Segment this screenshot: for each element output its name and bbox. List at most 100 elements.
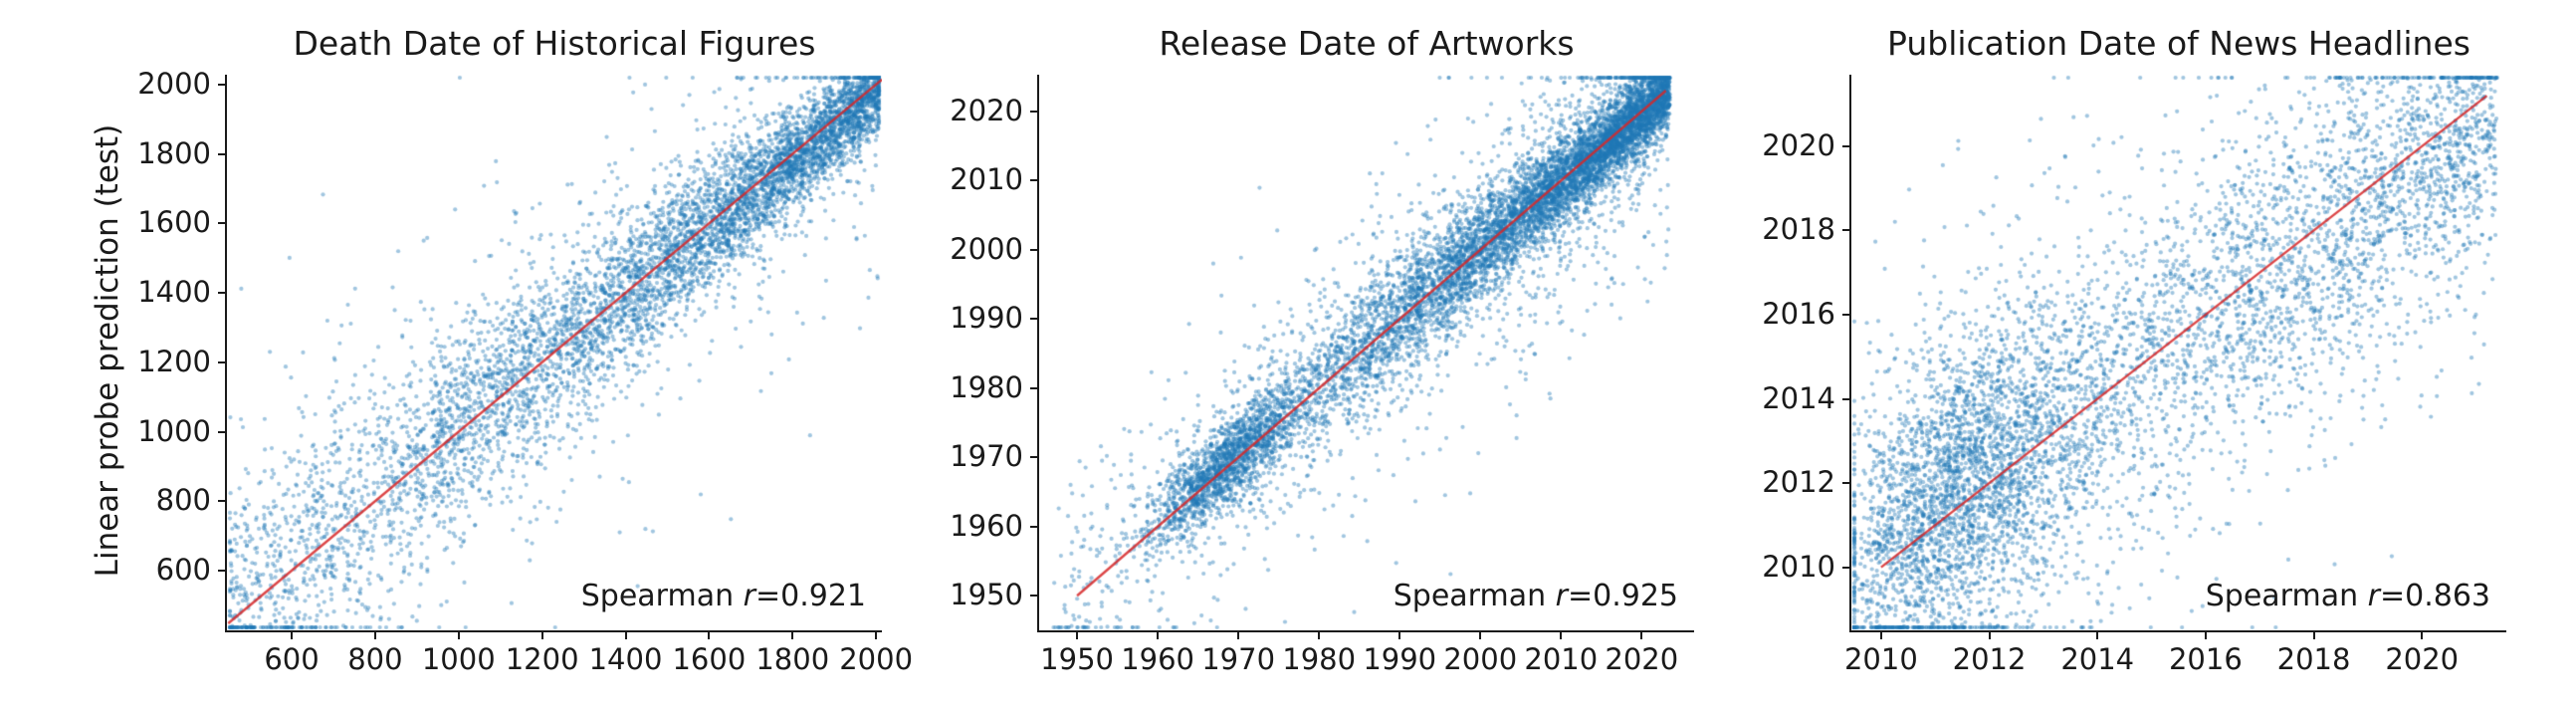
spearman-annotation: Spearman r=0.925	[1394, 579, 1678, 614]
x-tick-label: 2020	[1605, 642, 1679, 676]
y-tick-label: 2018	[1762, 212, 1835, 247]
x-tick-label: 2010	[1843, 642, 1918, 676]
y-tick-label: 2000	[137, 66, 211, 101]
x-tick-mark	[2096, 630, 2099, 639]
annotation-prefix: Spearman	[580, 579, 744, 613]
y-tick-label: 2020	[1762, 127, 1835, 162]
x-tick-label: 2010	[1524, 642, 1599, 676]
y-tick-mark	[218, 500, 227, 503]
y-tick-mark	[1030, 386, 1039, 389]
y-tick-label: 1960	[950, 508, 1023, 543]
chart-panel-death-dates: Death Date of Historical Figures Spearma…	[137, 0, 913, 717]
y-tick-label: 1200	[137, 344, 211, 378]
x-tick-mark	[1879, 630, 1882, 639]
y-tick-mark	[218, 83, 227, 86]
x-tick-mark	[708, 630, 711, 639]
y-tick-label: 2014	[1762, 380, 1835, 415]
y-tick-mark	[1842, 566, 1851, 569]
x-tick-label: 2020	[2385, 642, 2460, 676]
x-tick-label: 1200	[505, 642, 579, 676]
x-tick-mark	[1157, 630, 1160, 639]
y-tick-mark	[1030, 456, 1039, 459]
x-tick-label: 2000	[1443, 642, 1518, 676]
y-tick-mark	[218, 430, 227, 433]
x-tick-label: 600	[264, 642, 320, 676]
x-tick-label: 1400	[588, 642, 663, 676]
y-tick-label: 2010	[1762, 549, 1835, 584]
y-tick-label: 2010	[950, 162, 1023, 197]
x-tick-label: 1800	[755, 642, 830, 676]
annotation-value: =0.921	[754, 579, 866, 613]
y-tick-mark	[1842, 313, 1851, 316]
y-tick-mark	[218, 570, 227, 572]
x-tick-mark	[791, 630, 794, 639]
y-tick-label: 600	[155, 553, 211, 588]
x-tick-mark	[457, 630, 460, 639]
x-tick-mark	[1560, 630, 1563, 639]
chart-title: Death Date of Historical Figures	[293, 24, 816, 63]
chart-panel-artworks: Release Date of Artworks Spearman r=0.92…	[950, 0, 1696, 717]
chart-panel-news-headlines: Publication Date of News Headlines Spear…	[1762, 0, 2508, 717]
y-tick-label: 2000	[950, 231, 1023, 266]
y-tick-label: 1400	[137, 275, 211, 310]
x-tick-label: 2012	[1952, 642, 2027, 676]
x-tick-label: 1960	[1121, 642, 1195, 676]
y-tick-mark	[218, 222, 227, 225]
y-tick-mark	[1030, 318, 1039, 321]
y-tick-mark	[218, 292, 227, 294]
y-tick-mark	[1030, 525, 1039, 528]
x-tick-mark	[540, 630, 543, 639]
chart-title: Publication Date of News Headlines	[1887, 24, 2470, 63]
y-tick-label: 2012	[1762, 465, 1835, 500]
scatter-canvas	[1039, 75, 1694, 630]
x-tick-label: 1600	[672, 642, 747, 676]
x-tick-mark	[1237, 630, 1240, 639]
chart-title: Release Date of Artworks	[1159, 24, 1575, 63]
axes: Spearman r=0.921 600 800 1000 1200 1400 1600 1…	[137, 68, 913, 675]
x-tick-mark	[1318, 630, 1321, 639]
spearman-annotation: Spearman r=0.921	[581, 579, 866, 614]
x-tick-label: 1990	[1363, 642, 1437, 676]
annotation-value: =0.925	[1567, 579, 1678, 613]
scatter-canvas	[227, 75, 882, 630]
x-tick-mark	[1640, 630, 1643, 639]
y-tick-mark	[1030, 595, 1039, 598]
annotation-prefix: Spearman	[2205, 579, 2368, 613]
annotation-symbol: r	[1555, 579, 1568, 613]
annotation-symbol: r	[743, 579, 755, 613]
y-tick-label: 1970	[950, 439, 1023, 474]
x-tick-label: 2018	[2276, 642, 2351, 676]
y-tick-mark	[1842, 482, 1851, 485]
x-tick-mark	[1988, 630, 1991, 639]
y-tick-mark	[1030, 110, 1039, 113]
axes: Spearman r=0.863 2010 2012 2014 2016 2018 202…	[1762, 75, 2506, 675]
y-tick-mark	[1842, 229, 1851, 232]
x-tick-mark	[624, 630, 627, 639]
y-tick-label: 1990	[950, 301, 1023, 336]
y-tick-label: 1980	[950, 369, 1023, 404]
x-tick-label: 1950	[1040, 642, 1114, 676]
x-tick-mark	[2421, 630, 2424, 639]
x-tick-mark	[373, 630, 376, 639]
x-tick-label: 2000	[839, 642, 914, 676]
annotation-symbol: r	[2367, 579, 2380, 613]
x-tick-label: 1000	[421, 642, 496, 676]
spearman-annotation: Spearman r=0.863	[2206, 579, 2490, 614]
scatter-canvas	[1851, 75, 2506, 630]
x-tick-mark	[1479, 630, 1482, 639]
y-tick-label: 1600	[137, 205, 211, 240]
y-tick-mark	[1842, 397, 1851, 400]
x-tick-mark	[291, 630, 293, 639]
x-tick-label: 800	[347, 642, 403, 676]
y-tick-mark	[1842, 144, 1851, 147]
y-tick-label: 2020	[950, 93, 1023, 127]
y-tick-label: 2016	[1762, 297, 1835, 332]
x-tick-label: 2016	[2168, 642, 2243, 676]
y-axis-label: Linear probe prediction (test)	[90, 123, 125, 578]
x-tick-label: 1980	[1282, 642, 1357, 676]
annotation-prefix: Spearman	[1393, 579, 1556, 613]
x-tick-mark	[875, 630, 878, 639]
y-tick-label: 1800	[137, 135, 211, 170]
y-tick-mark	[218, 152, 227, 155]
